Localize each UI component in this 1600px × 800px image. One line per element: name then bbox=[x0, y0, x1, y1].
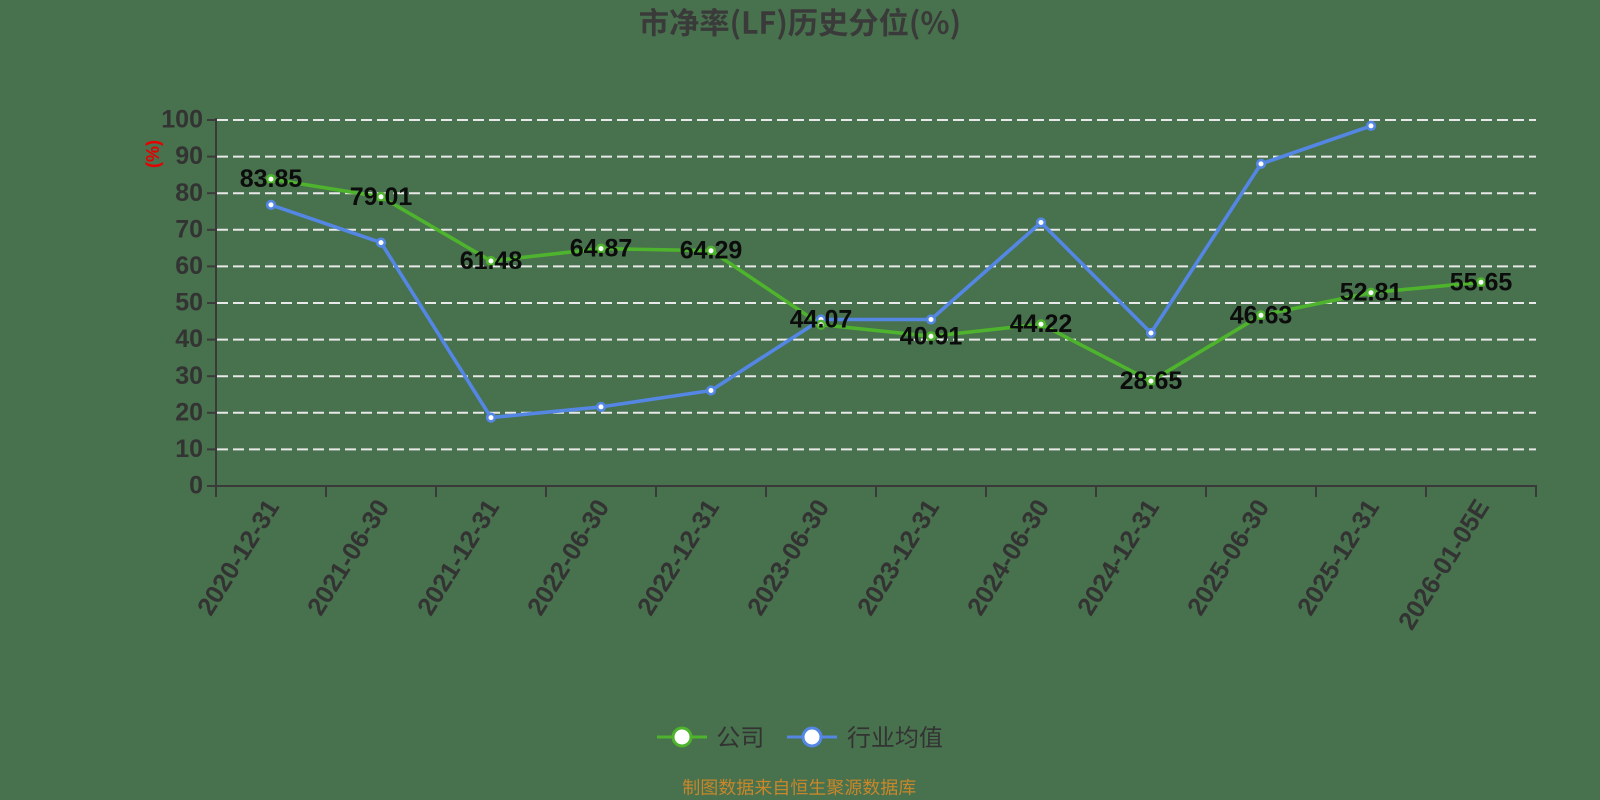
svg-text:40.91: 40.91 bbox=[900, 322, 963, 350]
svg-text:46.63: 46.63 bbox=[1230, 301, 1293, 329]
svg-text:44.22: 44.22 bbox=[1010, 310, 1073, 338]
svg-text:40: 40 bbox=[175, 325, 203, 353]
svg-text:64.87: 64.87 bbox=[570, 235, 633, 263]
svg-text:70: 70 bbox=[175, 215, 203, 243]
svg-text:79.01: 79.01 bbox=[350, 183, 413, 211]
svg-text:20: 20 bbox=[175, 398, 203, 426]
svg-text:30: 30 bbox=[175, 362, 203, 390]
svg-text:52.81: 52.81 bbox=[1340, 279, 1403, 307]
svg-text:60: 60 bbox=[175, 252, 203, 280]
svg-text:(%): (%) bbox=[143, 140, 163, 168]
svg-text:61.48: 61.48 bbox=[460, 247, 523, 275]
svg-text:55.65: 55.65 bbox=[1450, 268, 1513, 296]
svg-text:90: 90 bbox=[175, 142, 203, 170]
svg-text:100: 100 bbox=[161, 106, 203, 134]
svg-text:64.29: 64.29 bbox=[680, 237, 743, 265]
svg-text:10: 10 bbox=[175, 435, 203, 463]
svg-text:0: 0 bbox=[189, 472, 203, 500]
svg-text:50: 50 bbox=[175, 289, 203, 317]
svg-text:83.85: 83.85 bbox=[240, 165, 303, 193]
svg-text:28.65: 28.65 bbox=[1120, 367, 1183, 395]
svg-text:80: 80 bbox=[175, 179, 203, 207]
svg-text:44.07: 44.07 bbox=[790, 306, 853, 334]
